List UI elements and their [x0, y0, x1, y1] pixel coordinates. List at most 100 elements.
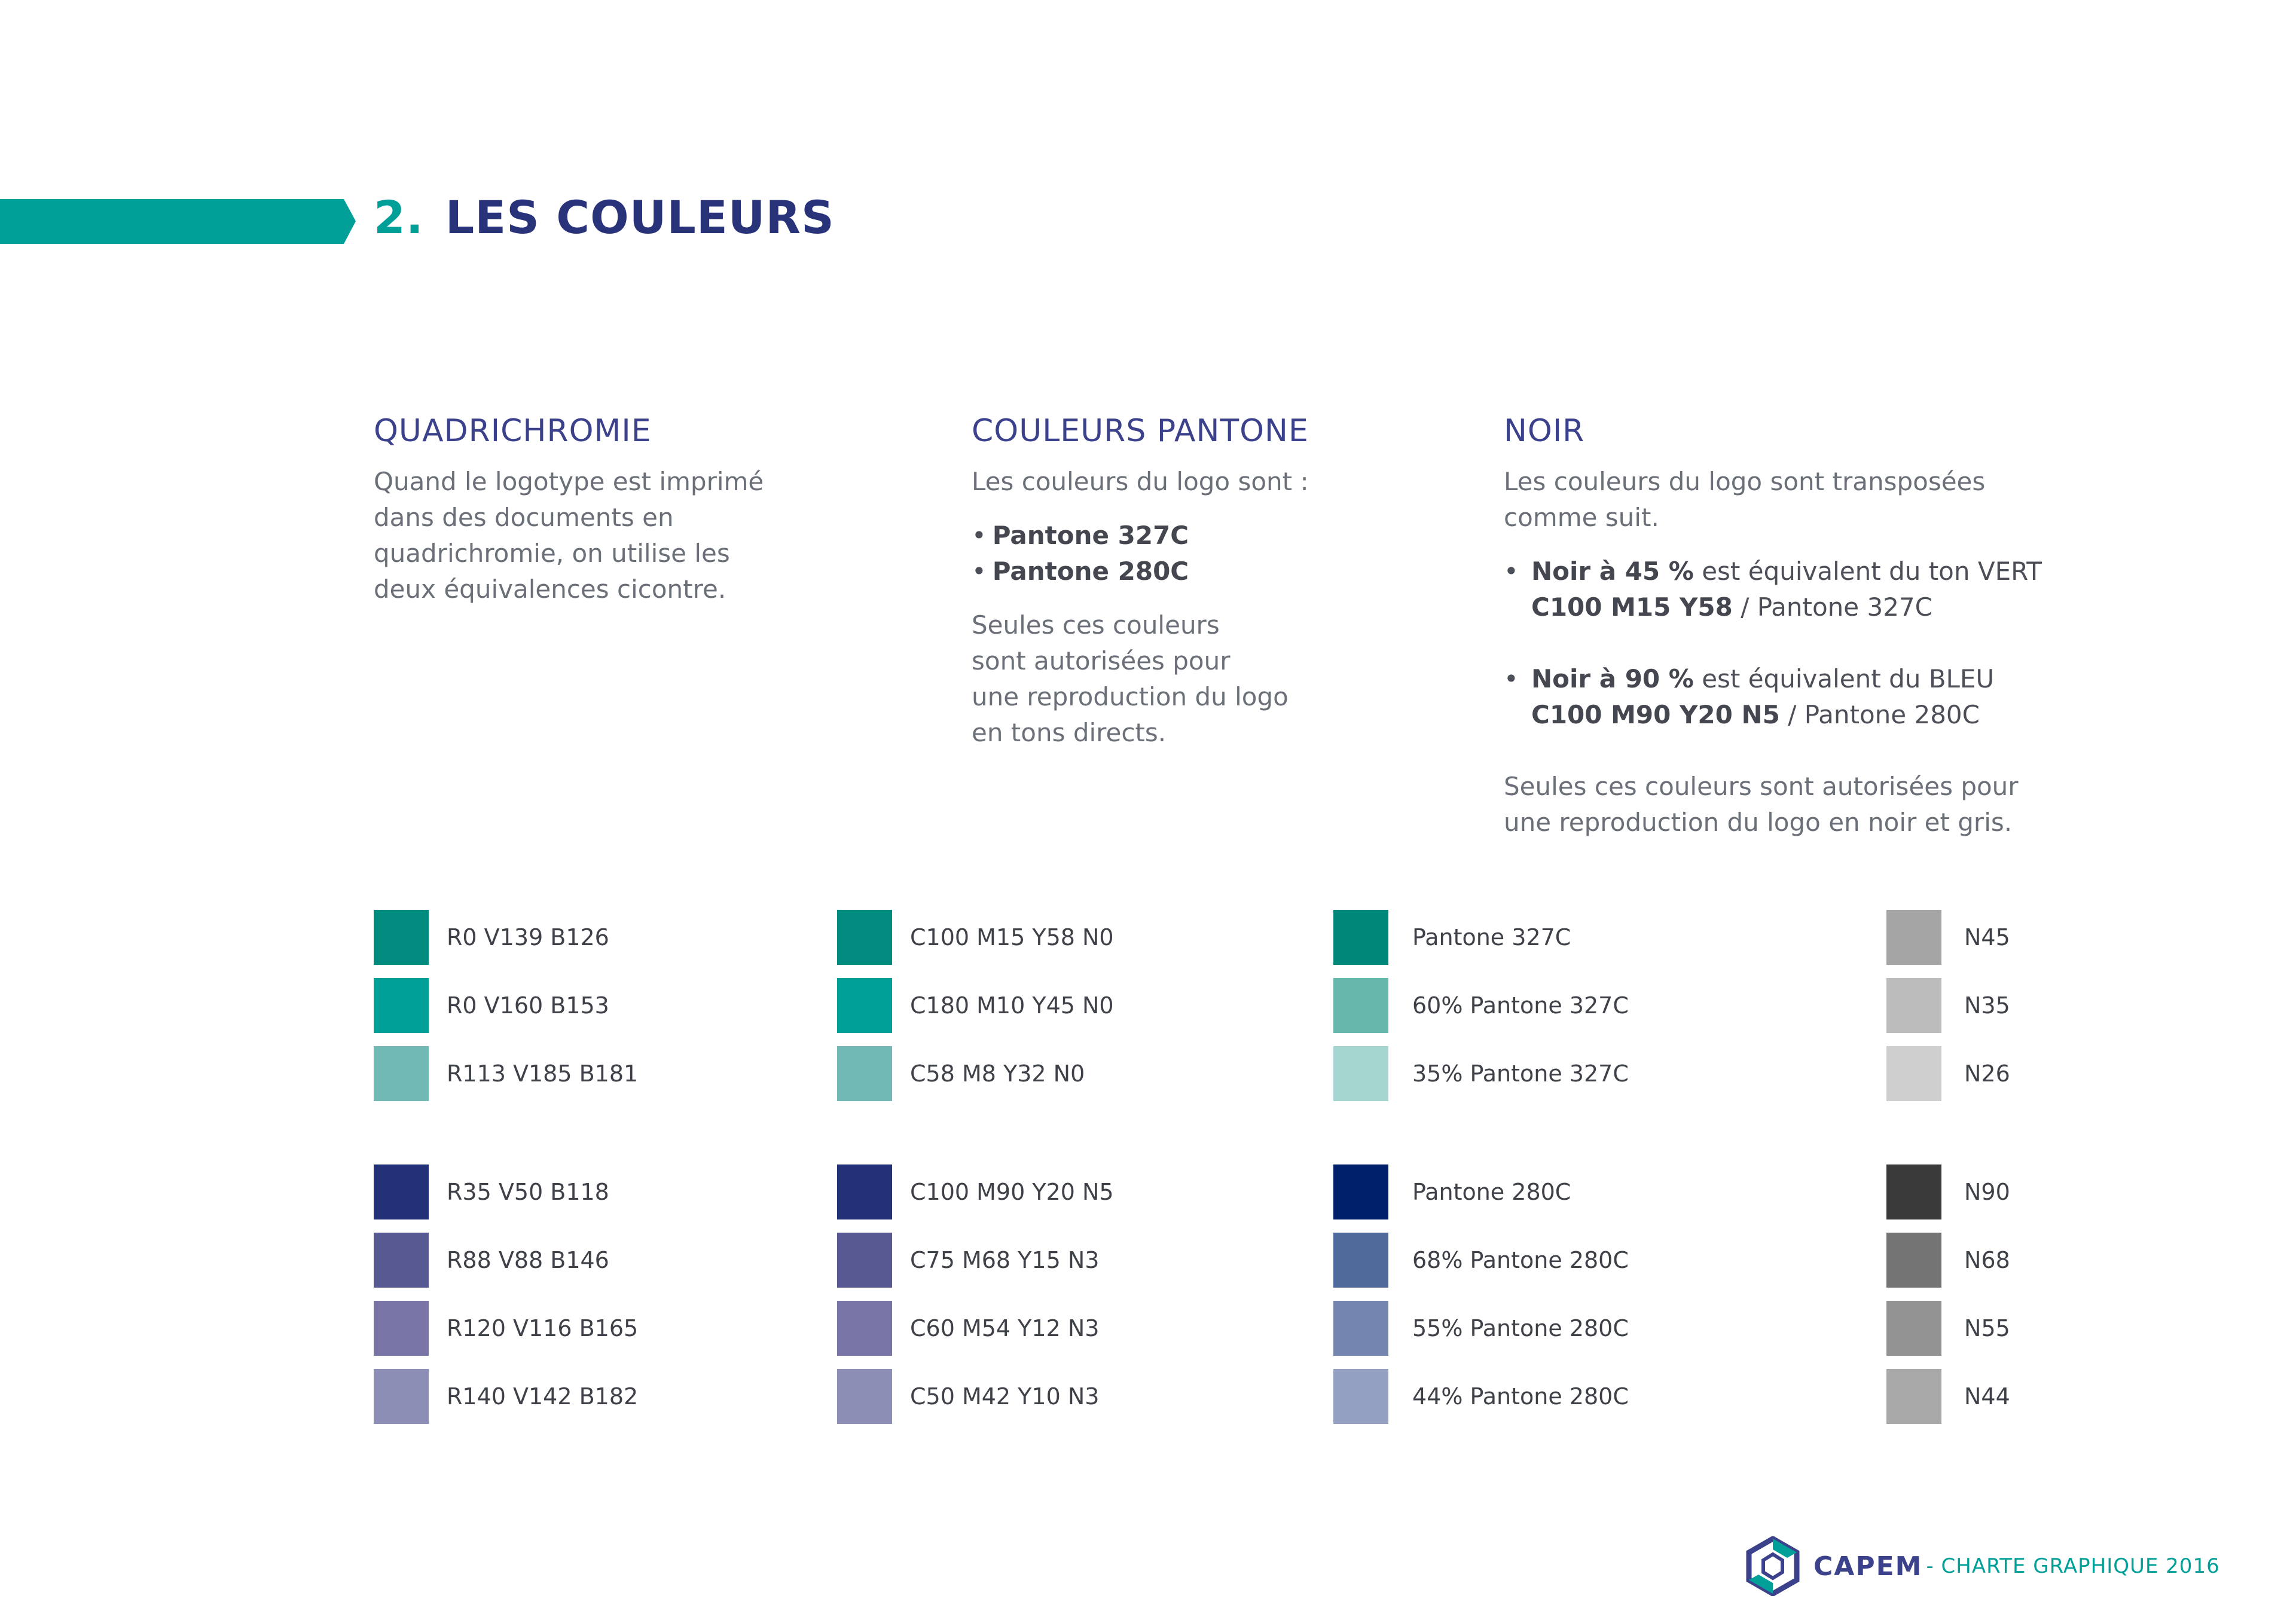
footer: CAPEM - CHARTE GRAPHIQUE 2016 — [1743, 1536, 2220, 1596]
swatch-row: N90 — [1886, 1164, 2296, 1219]
color-swatch — [837, 1369, 892, 1424]
swatch-label: R140 V142 B182 — [447, 1383, 639, 1410]
swatch-label: C180 M10 Y45 N0 — [910, 992, 1114, 1019]
swatch-label: C100 M15 Y58 N0 — [910, 924, 1114, 950]
noir-heading: NOIR — [1504, 413, 1585, 449]
swatch-label: 55% Pantone 280C — [1412, 1315, 1629, 1341]
color-swatch — [1886, 910, 1941, 965]
swatch-label: N68 — [1964, 1247, 2010, 1273]
swatch-label: N44 — [1964, 1383, 2010, 1410]
swatch-label: R120 V116 B165 — [447, 1315, 639, 1341]
quadrichromie-text: Quand le logotype est imprimé dans des d… — [374, 467, 764, 604]
page-title: 2. LES COULEURS — [374, 195, 835, 240]
swatch-row: R88 V88 B146 — [374, 1233, 792, 1288]
color-swatch — [1333, 1046, 1388, 1101]
swatch-label: R35 V50 B118 — [447, 1179, 609, 1205]
color-swatch — [1333, 1301, 1388, 1356]
noir-section: NOIR Les couleurs du logo sont transposé… — [1504, 412, 2042, 840]
swatch-label: Pantone 280C — [1412, 1179, 1571, 1205]
color-swatch — [837, 910, 892, 965]
swatch-row: C50 M42 Y10 N3 — [837, 1369, 1256, 1424]
swatch-row: R140 V142 B182 — [374, 1369, 792, 1424]
color-swatch — [374, 1046, 429, 1101]
color-swatch — [837, 978, 892, 1033]
list-item: • Pantone 327C — [972, 521, 1189, 550]
section-number: 2. — [374, 191, 424, 244]
pantone-list: • Pantone 327C • Pantone 280C — [972, 518, 1390, 589]
swatch-row: N55 — [1886, 1301, 2296, 1356]
color-swatch — [374, 1369, 429, 1424]
color-swatch — [1333, 1164, 1388, 1219]
color-swatch — [374, 910, 429, 965]
pantone-section: COULEURS PANTONE Les couleurs du logo so… — [972, 412, 1390, 751]
swatch-label: C50 M42 Y10 N3 — [910, 1383, 1100, 1410]
swatch-row: C100 M15 Y58 N0 — [837, 910, 1256, 965]
pantone-outro: Seules ces couleurs sont autorisées pour… — [972, 610, 1289, 747]
color-swatch — [837, 1233, 892, 1288]
color-swatch — [1333, 910, 1388, 965]
swatch-row: C75 M68 Y15 N3 — [837, 1233, 1256, 1288]
color-swatch — [1886, 1233, 1941, 1288]
quadrichromie-section: QUADRICHROMIE Quand le logotype est impr… — [374, 412, 792, 607]
noir-outro: Seules ces couleurs sont autorisées pour… — [1504, 772, 2019, 837]
swatch-label: C60 M54 Y12 N3 — [910, 1315, 1100, 1341]
list-item: • Pantone 280C — [972, 557, 1189, 586]
pantone-intro: Les couleurs du logo sont : — [972, 467, 1309, 496]
swatch-row: C60 M54 Y12 N3 — [837, 1301, 1256, 1356]
color-swatch — [837, 1046, 892, 1101]
swatch-row: 44% Pantone 280C — [1333, 1369, 1752, 1424]
color-swatch — [374, 1233, 429, 1288]
swatch-row: C58 M8 Y32 N0 — [837, 1046, 1256, 1101]
list-item: • Noir à 45 % est équivalent du ton VERT … — [1504, 557, 2042, 622]
swatch-label: Pantone 327C — [1412, 924, 1571, 950]
swatch-row: 35% Pantone 327C — [1333, 1046, 1752, 1101]
swatch-row: N45 — [1886, 910, 2296, 965]
footer-subtitle: - CHARTE GRAPHIQUE 2016 — [1926, 1554, 2220, 1578]
swatch-row: N68 — [1886, 1233, 2296, 1288]
swatch-label: N55 — [1964, 1315, 2010, 1341]
swatch-label: 68% Pantone 280C — [1412, 1247, 1629, 1273]
footer-brand: CAPEM — [1813, 1551, 1923, 1582]
swatch-row: Pantone 280C — [1333, 1164, 1752, 1219]
swatch-label: 60% Pantone 327C — [1412, 992, 1629, 1019]
color-swatch — [1333, 978, 1388, 1033]
quadrichromie-heading: QUADRICHROMIE — [374, 413, 652, 449]
swatch-label: R113 V185 B181 — [447, 1060, 639, 1087]
swatch-row: C180 M10 Y45 N0 — [837, 978, 1256, 1033]
color-swatch — [1886, 978, 1941, 1033]
swatch-label: R88 V88 B146 — [447, 1247, 609, 1273]
swatch-row: 68% Pantone 280C — [1333, 1233, 1752, 1288]
swatch-row: R0 V160 B153 — [374, 978, 792, 1033]
swatch-row: N35 — [1886, 978, 2296, 1033]
swatch-label: C75 M68 Y15 N3 — [910, 1247, 1100, 1273]
swatch-row: C100 M90 Y20 N5 — [837, 1164, 1256, 1219]
color-swatch — [374, 1164, 429, 1219]
capem-logo-icon — [1746, 1536, 1800, 1596]
swatch-row: 60% Pantone 327C — [1333, 978, 1752, 1033]
color-swatch — [1886, 1369, 1941, 1424]
swatch-label: R0 V139 B126 — [447, 924, 609, 950]
swatch-label: N45 — [1964, 924, 2010, 950]
swatch-row: R120 V116 B165 — [374, 1301, 792, 1356]
noir-intro: Les couleurs du logo sont transposées co… — [1504, 467, 1986, 532]
swatch-row: R113 V185 B181 — [374, 1046, 792, 1101]
swatch-label: N35 — [1964, 992, 2010, 1019]
color-swatch — [837, 1164, 892, 1219]
color-swatch — [1333, 1369, 1388, 1424]
noir-list: • Noir à 45 % est équivalent du ton VERT … — [1504, 554, 2042, 733]
swatch-row: R0 V139 B126 — [374, 910, 792, 965]
color-swatch — [374, 1301, 429, 1356]
color-swatch — [1333, 1233, 1388, 1288]
color-swatch — [374, 978, 429, 1033]
color-swatch — [1886, 1164, 1941, 1219]
color-swatch — [1886, 1046, 1941, 1101]
section-title: LES COULEURS — [445, 191, 835, 244]
list-item: • Noir à 90 % est équivalent du BLEU C100… — [1504, 664, 1995, 729]
swatch-row: N26 — [1886, 1046, 2296, 1101]
swatch-label: 44% Pantone 280C — [1412, 1383, 1629, 1410]
swatch-label: C100 M90 Y20 N5 — [910, 1179, 1114, 1205]
swatch-row: Pantone 327C — [1333, 910, 1752, 965]
color-swatch — [1886, 1301, 1941, 1356]
swatch-label: N26 — [1964, 1060, 2010, 1087]
color-swatch — [837, 1301, 892, 1356]
